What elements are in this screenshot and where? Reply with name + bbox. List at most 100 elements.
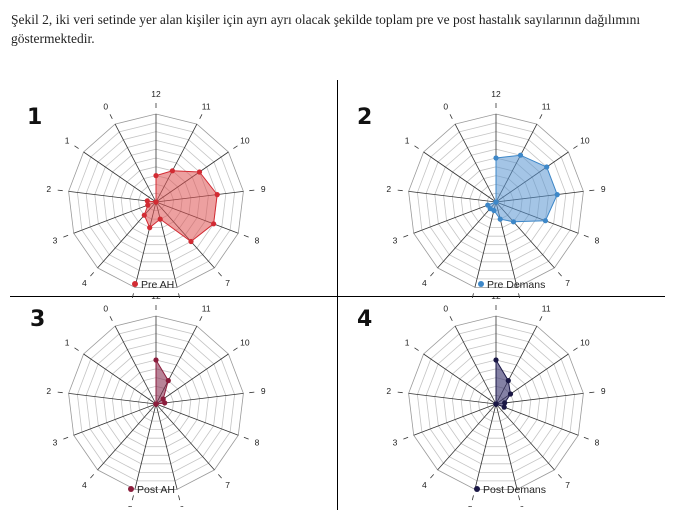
axis-label: 1	[65, 338, 70, 348]
axis-spoke	[495, 403, 555, 471]
axis-tick	[471, 293, 474, 298]
data-point	[493, 199, 499, 205]
axis-label: 10	[240, 338, 250, 348]
horizontal-divider	[10, 296, 665, 297]
legend-marker-2	[478, 281, 484, 287]
axis-label: 8	[255, 235, 260, 245]
axis-label: 1	[405, 338, 410, 348]
axis-tick	[518, 293, 521, 298]
axis-label: 12	[491, 297, 501, 301]
axis-label: 2	[46, 386, 51, 396]
grid-ring	[443, 350, 549, 456]
legend-label-4: Post Demans	[483, 484, 547, 496]
axis-tick	[199, 114, 203, 119]
axis-spoke	[454, 123, 497, 203]
axis-spoke	[68, 393, 157, 405]
grid-ring	[408, 113, 584, 288]
axis-tick	[233, 145, 238, 149]
legend-marker-3	[128, 486, 134, 492]
axis-spoke	[68, 191, 157, 203]
data-point	[485, 202, 491, 208]
data-point	[544, 164, 550, 170]
data-point	[157, 216, 163, 222]
axis-spoke	[114, 123, 157, 203]
axis-tick	[249, 189, 255, 192]
grid-ring	[94, 139, 218, 263]
axis-label: 0	[443, 101, 448, 111]
vertical-divider	[337, 80, 338, 510]
axis-spoke	[423, 151, 497, 203]
legend-label-1: Pre AH	[141, 279, 175, 291]
axis-tick	[558, 474, 562, 479]
axis-tick	[109, 114, 113, 119]
axis-spoke	[437, 403, 497, 471]
axis-label: 11	[202, 101, 211, 111]
axis-label: 12	[491, 89, 501, 99]
legend-marker-1	[132, 281, 138, 287]
data-point	[493, 155, 499, 161]
panel-number-3: 3	[30, 307, 46, 332]
axis-spoke	[155, 393, 244, 405]
axis-tick	[558, 272, 562, 277]
axis-tick	[471, 495, 474, 501]
axis-label: 7	[565, 480, 570, 490]
grid-ring	[416, 122, 576, 280]
axis-tick	[449, 114, 453, 119]
grid-ring	[408, 315, 584, 490]
data-point	[214, 192, 220, 198]
axis-tick	[430, 272, 434, 277]
radar-panel-4: 1211109876543210 4 Post Demans	[346, 297, 666, 507]
grid-ring	[68, 113, 244, 288]
grid-ring	[103, 350, 209, 456]
axis-spoke	[73, 201, 157, 234]
data-point	[153, 199, 159, 205]
axis-label: 9	[601, 386, 606, 396]
axis-label: 5	[468, 504, 473, 507]
axis-label: 7	[565, 278, 570, 288]
axis-label: 3	[393, 437, 398, 447]
grid-ring	[425, 131, 567, 271]
data-point	[147, 225, 153, 231]
data-point	[188, 238, 194, 245]
grid-ring	[68, 315, 244, 490]
axis-label: 8	[595, 235, 600, 245]
axis-label: 8	[255, 437, 260, 447]
axis-label: 7	[225, 278, 230, 288]
grid-ring	[76, 122, 236, 280]
grid-ring	[120, 368, 192, 439]
radar-chart-3: 1211109876543210	[46, 297, 265, 507]
panel-number-4: 4	[357, 307, 373, 332]
grid-ring	[129, 377, 183, 431]
radar-chart-1: 1211109876543210	[46, 89, 266, 298]
grid-ring	[138, 385, 174, 422]
axis-tick	[109, 316, 113, 321]
data-point	[554, 192, 560, 198]
axis-spoke	[413, 201, 497, 234]
axis-tick	[518, 495, 521, 501]
axis-label: 2	[386, 386, 391, 396]
axis-tick	[583, 234, 589, 238]
data-point	[169, 168, 175, 174]
radar-panel-1: 1211109876543210 1 Pre AH	[20, 88, 340, 298]
axis-tick	[243, 436, 249, 440]
axis-spoke	[413, 403, 497, 436]
axis-spoke	[495, 403, 579, 436]
axis-label: 0	[443, 303, 448, 313]
axis-spoke	[155, 403, 215, 471]
data-point	[502, 400, 508, 406]
legend-label-3: Post AH	[137, 484, 175, 496]
axis-label: 11	[542, 101, 551, 111]
axis-tick	[589, 391, 595, 394]
axis-tick	[178, 293, 181, 298]
grid-ring	[425, 333, 567, 473]
axis-label: 6	[519, 504, 524, 507]
legend-1: Pre AH	[132, 279, 174, 291]
data-point	[507, 391, 514, 397]
axis-tick	[403, 436, 409, 440]
axis-label: 4	[422, 278, 427, 288]
axis-tick	[414, 347, 419, 351]
axis-tick	[90, 474, 94, 479]
legend-marker-4	[474, 486, 480, 492]
data-point	[542, 218, 548, 224]
axis-tick	[57, 189, 63, 192]
